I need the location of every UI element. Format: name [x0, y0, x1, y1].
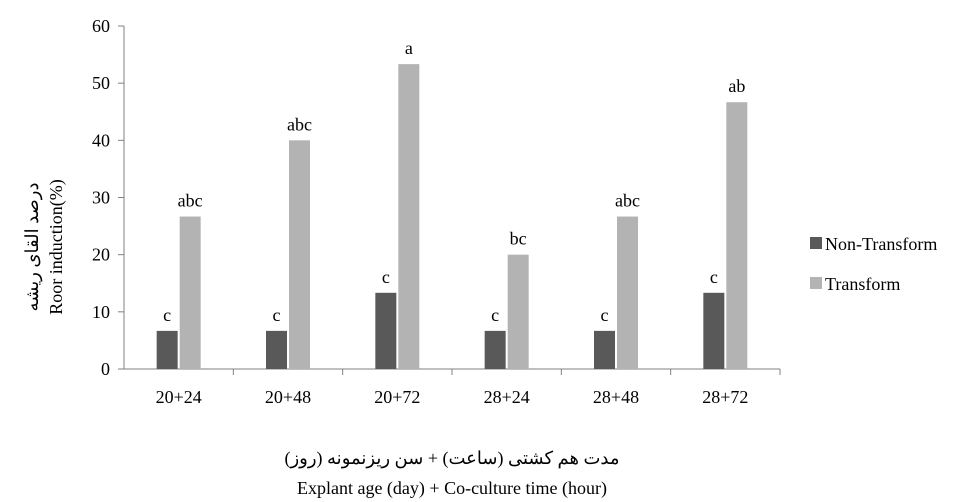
x-tick-label: 20+72	[374, 387, 420, 407]
bar-data-label: c	[163, 305, 171, 325]
bar-data-label: c	[273, 305, 281, 325]
bar-data-label: abc	[287, 114, 312, 134]
bar-non-transform	[156, 330, 178, 369]
y-tick-label: 0	[101, 359, 110, 379]
x-tick-label: 20+24	[156, 387, 202, 407]
bar-transform	[179, 216, 201, 369]
y-tick-label: 40	[92, 130, 110, 150]
bar-non-transform	[375, 292, 397, 369]
bar-data-label: bc	[510, 229, 527, 249]
bar-transform	[398, 64, 420, 370]
bar-transform	[289, 140, 310, 369]
legend-label: Transform	[825, 274, 900, 294]
x-tick-label: 28+72	[702, 387, 748, 407]
bar-non-transform	[484, 330, 506, 369]
axes	[123, 26, 780, 370]
x-axis-title-fa: مدت هم کشتی (ساعت) + سن ریزنمونه (روز)	[284, 448, 619, 469]
bar-transform	[726, 102, 748, 370]
bar-data-label: ab	[728, 76, 745, 96]
bar-transform	[617, 216, 638, 369]
bar-data-label: c	[491, 305, 499, 325]
y-axis-title: Roor induction(%)	[46, 179, 67, 314]
bar-data-label: c	[601, 305, 609, 325]
legend-swatch	[810, 237, 822, 249]
y-tick-label: 10	[92, 302, 110, 322]
bar-non-transform	[266, 330, 287, 369]
y-tick-label: 50	[92, 73, 110, 93]
bar-data-label: a	[405, 38, 413, 58]
bar-transform	[507, 254, 529, 369]
bar-data-label: abc	[178, 191, 203, 211]
x-axis-ticks: 20+24 20+48 20+72 28+24 28+48 28+72	[156, 369, 781, 407]
bar-data-label: abc	[615, 191, 640, 211]
bars: c abc c abc c a c bc c abc c ab	[156, 38, 748, 370]
x-tick-label: 20+48	[265, 387, 311, 407]
bar-data-label: c	[710, 267, 718, 287]
bar-data-label: c	[382, 267, 390, 287]
x-axis-title: Explant age (day) + Co-culture time (hou…	[297, 478, 607, 499]
legend-label: Non-Transform	[825, 234, 937, 254]
y-tick-label: 20	[92, 245, 110, 265]
x-tick-label: 28+24	[484, 387, 530, 407]
x-tick-label: 28+48	[593, 387, 639, 407]
y-tick-label: 60	[92, 16, 110, 36]
y-axis-ticks: 0 10 20 30 40 50 60	[92, 16, 124, 379]
legend-swatch	[810, 277, 822, 289]
legend: Non-Transform Transform	[810, 234, 937, 294]
y-axis-title-fa: درصد القای ریشه	[22, 182, 43, 311]
y-tick-label: 30	[92, 188, 110, 208]
bar-non-transform	[594, 330, 615, 369]
bar-non-transform	[703, 292, 725, 369]
